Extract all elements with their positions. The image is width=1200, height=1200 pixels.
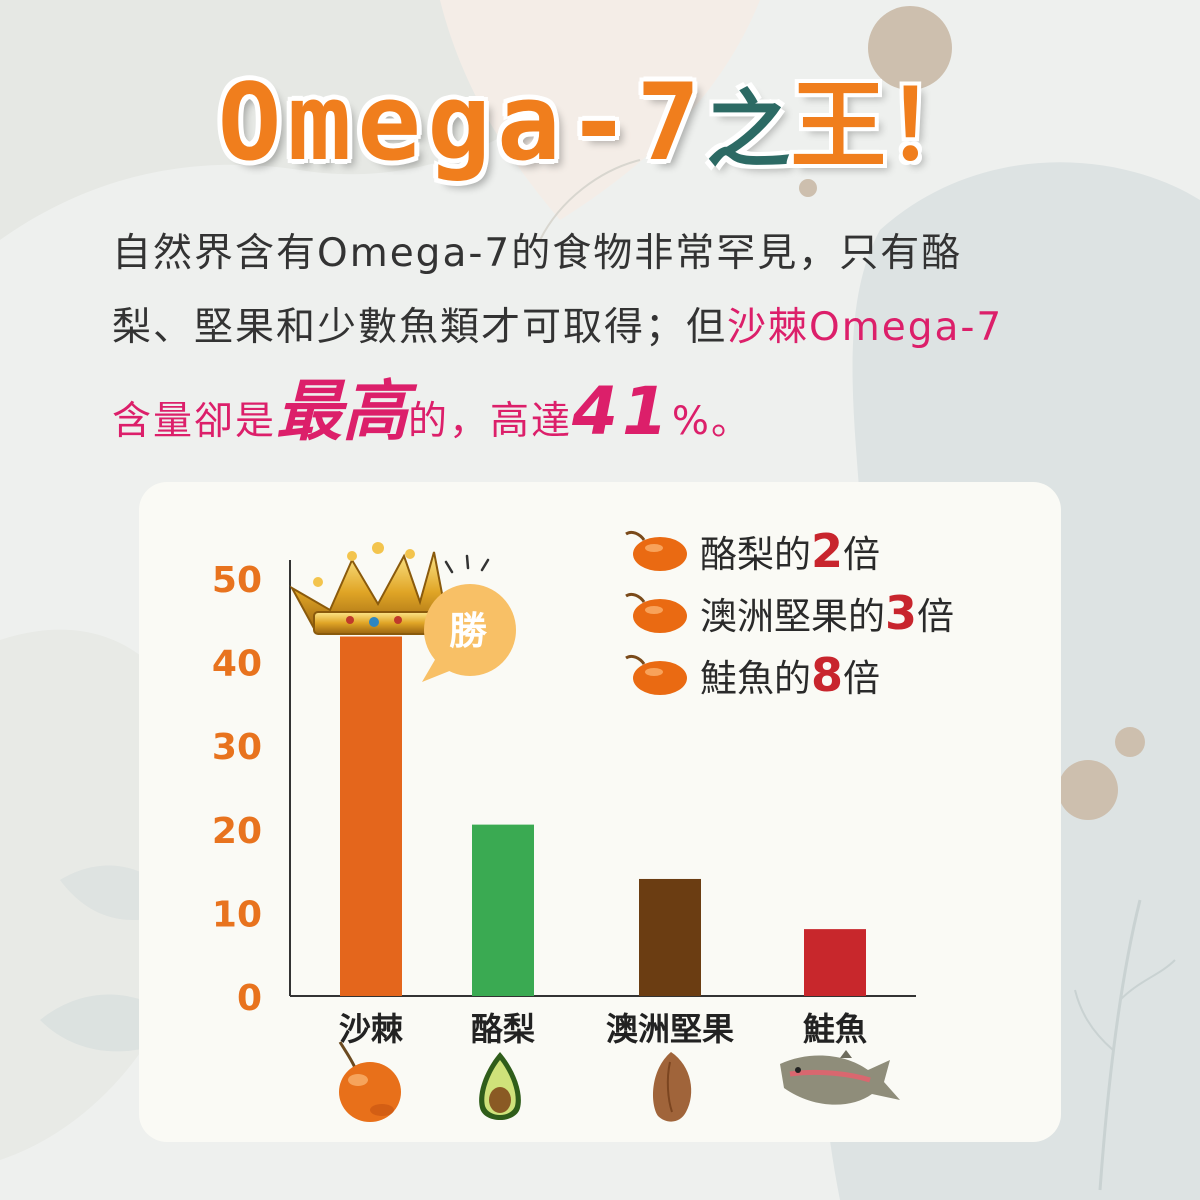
- legend-text-salmon: 鮭魚的: [700, 657, 811, 700]
- legend-text-avocado: 酪梨的: [700, 533, 811, 576]
- y-tick-label: 10: [212, 894, 262, 935]
- intro-text-3e: %。: [671, 399, 752, 444]
- fish-icon: [780, 1050, 900, 1105]
- sea-buckthorn-icon: [625, 654, 687, 695]
- bar-1: [472, 824, 534, 996]
- legend-text-macadamia: 澳洲堅果的: [700, 595, 885, 638]
- intro-text-3c: 的，高達: [408, 399, 573, 444]
- y-tick-label: 0: [237, 978, 262, 1019]
- y-tick-label: 40: [212, 644, 262, 685]
- legend-item-macadamia: 澳洲堅果的 3 倍: [620, 582, 954, 644]
- comparison-legend: 酪梨的 2 倍 澳洲堅果的 3 倍 鮭魚的 8 倍: [620, 520, 954, 706]
- legend-unit-salmon: 倍: [843, 657, 881, 700]
- title-exclamation: ！: [886, 69, 983, 182]
- title-wang: 王: [790, 69, 887, 182]
- legend-multiplier-macadamia: 3: [885, 586, 918, 640]
- legend-item-avocado: 酪梨的 2 倍: [620, 520, 954, 582]
- y-tick-label: 20: [212, 811, 262, 852]
- avocado-icon: [479, 1052, 521, 1120]
- win-badge: [422, 584, 516, 682]
- legend-unit-macadamia: 倍: [917, 595, 955, 638]
- sea-buckthorn-icon: [625, 530, 687, 571]
- sea-buckthorn-icon: [625, 592, 687, 633]
- legend-unit-avocado: 倍: [843, 533, 881, 576]
- intro-text-1: 自然界含有Omega-7的食物非常罕見，只有酪: [112, 231, 963, 276]
- y-tick-label: 30: [212, 727, 262, 768]
- intro-highlight-highest: 最高: [276, 373, 409, 450]
- x-category-label: 沙棘: [339, 1010, 403, 1048]
- bar-2: [639, 878, 701, 996]
- intro-text-3a: 含量卻是: [112, 399, 277, 444]
- intro-line-1: 自然界含有Omega-7的食物非常罕見，只有酪: [112, 222, 1112, 278]
- win-badge-label: 勝: [448, 609, 487, 653]
- bar-0: [340, 636, 402, 996]
- page-title: Omega-7之王！: [0, 48, 1200, 187]
- legend-item-salmon: 鮭魚的 8 倍: [620, 644, 954, 706]
- title-omega: Omega-7: [217, 61, 707, 184]
- title-zhi: 之: [706, 80, 791, 179]
- intro-line-2: 梨、堅果和少數魚類才可取得；但沙棘Omega-7: [112, 296, 1112, 352]
- x-category-label: 鮭魚: [803, 1010, 867, 1048]
- intro-highlight-percentage: 41: [572, 373, 672, 450]
- x-category-label: 酪梨: [471, 1010, 535, 1048]
- bar-3: [804, 929, 866, 996]
- intro-line-3: 含量卻是最高的，高達41%。: [112, 358, 1112, 454]
- legend-multiplier-avocado: 2: [811, 524, 844, 578]
- y-tick-label: 50: [212, 560, 262, 601]
- legend-multiplier-salmon: 8: [811, 648, 844, 702]
- sea-buckthorn-icon: [338, 1041, 401, 1122]
- x-category-label: 澳洲堅果: [606, 1010, 734, 1048]
- intro-text-2a: 梨、堅果和少數魚類才可取得；但: [112, 305, 728, 350]
- chart-card: [139, 482, 1061, 1142]
- intro-highlight-sea-buckthorn: 沙棘Omega-7: [727, 305, 1004, 350]
- almond-icon: [653, 1052, 692, 1122]
